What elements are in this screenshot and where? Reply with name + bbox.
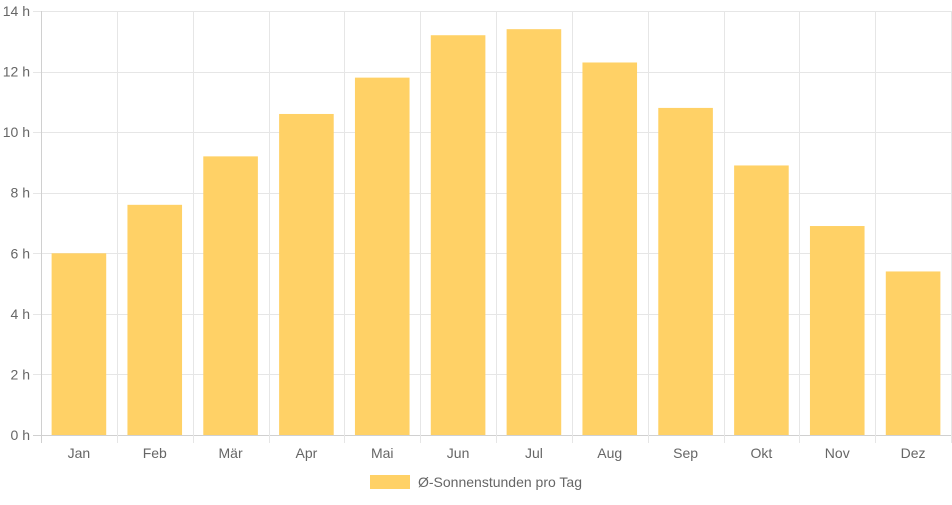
x-tick-label: Okt xyxy=(751,445,773,461)
legend[interactable]: Ø-Sonnenstunden pro Tag xyxy=(370,474,582,490)
y-tick-label: 6 h xyxy=(11,245,30,261)
bar-jan[interactable] xyxy=(51,253,107,435)
x-tick-label: Feb xyxy=(143,445,167,461)
y-axis-ticks: 0 h 2 h 4 h 6 h 8 h 10 h 12 h 14 h xyxy=(3,3,30,443)
bar-sep[interactable] xyxy=(658,107,713,436)
x-tick-label: Jul xyxy=(525,445,543,461)
bar-okt[interactable] xyxy=(734,165,789,435)
x-tick-label: Aug xyxy=(597,445,622,461)
y-tick-label: 14 h xyxy=(3,3,30,19)
y-tick-label: 8 h xyxy=(11,185,30,201)
x-tick-label: Apr xyxy=(296,445,318,461)
y-tick-label: 4 h xyxy=(11,306,30,322)
x-tick-label: Jun xyxy=(447,445,470,461)
y-tick-label: 12 h xyxy=(3,64,30,80)
bars-group xyxy=(51,29,941,436)
x-tick-label: Mär xyxy=(219,445,243,461)
y-tick-label: 0 h xyxy=(11,427,30,443)
legend-label[interactable]: Ø-Sonnenstunden pro Tag xyxy=(418,474,582,490)
bar-jul[interactable] xyxy=(506,29,562,436)
grid-lines xyxy=(33,11,952,443)
bar-mär[interactable] xyxy=(203,156,258,435)
bar-mai[interactable] xyxy=(354,77,410,435)
bar-dez[interactable] xyxy=(885,271,941,435)
y-tick-label: 10 h xyxy=(3,124,30,140)
legend-swatch[interactable] xyxy=(370,475,410,489)
y-tick-label: 2 h xyxy=(11,366,30,382)
x-tick-label: Dez xyxy=(901,445,926,461)
bar-feb[interactable] xyxy=(127,204,183,435)
x-tick-label: Sep xyxy=(673,445,698,461)
bar-aug[interactable] xyxy=(582,62,638,435)
x-tick-label: Mai xyxy=(371,445,394,461)
x-tick-label: Nov xyxy=(825,445,850,461)
x-axis-ticks: Jan Feb Mär Apr Mai Jun Jul Aug Sep Okt Nov Dez xyxy=(68,445,926,461)
bar-nov[interactable] xyxy=(809,226,865,435)
x-tick-label: Jan xyxy=(68,445,91,461)
bar-apr[interactable] xyxy=(279,113,334,435)
bar-jun[interactable] xyxy=(430,35,486,435)
